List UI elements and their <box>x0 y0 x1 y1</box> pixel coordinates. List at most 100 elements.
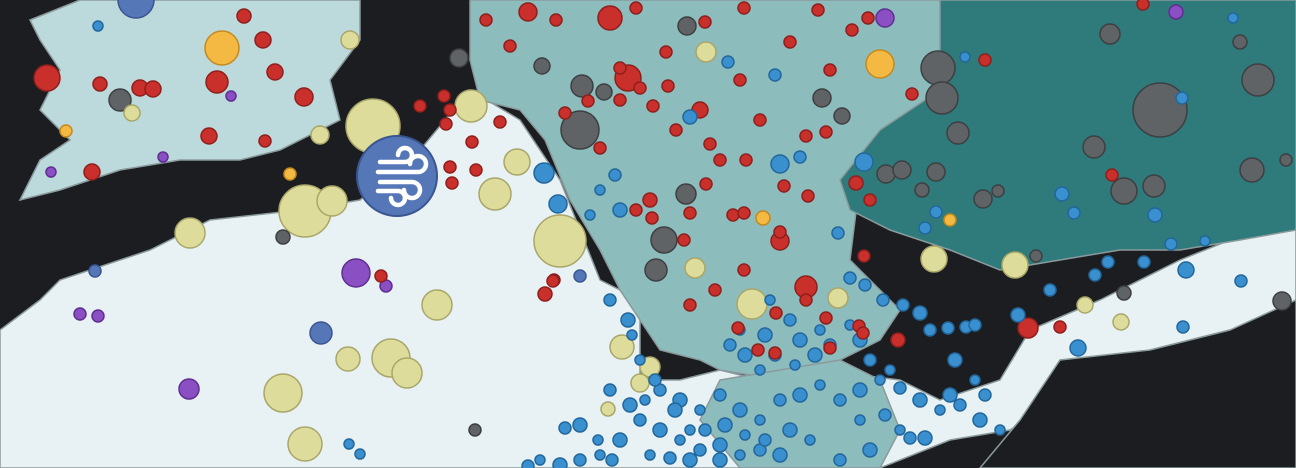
hydro-marker[interactable] <box>941 321 955 335</box>
hydro-marker[interactable] <box>1227 12 1239 24</box>
gas-marker[interactable] <box>777 179 791 193</box>
coal-marker[interactable] <box>1279 153 1293 167</box>
gas-marker[interactable] <box>857 249 871 263</box>
solar-marker[interactable] <box>600 401 616 417</box>
hydro-marker[interactable] <box>814 379 826 391</box>
gas-marker[interactable] <box>503 39 517 53</box>
hydro-marker[interactable] <box>684 424 696 436</box>
gas-marker[interactable] <box>294 87 314 107</box>
coal-marker[interactable] <box>275 229 291 245</box>
hydro-marker[interactable] <box>667 402 683 418</box>
hydro-marker[interactable] <box>713 388 727 402</box>
hydro-marker[interactable] <box>1176 320 1190 334</box>
coal-marker[interactable] <box>926 162 946 182</box>
solar-marker[interactable] <box>174 217 206 249</box>
coal-marker[interactable] <box>1110 177 1138 205</box>
coal-marker[interactable] <box>560 110 600 150</box>
coal-marker[interactable] <box>1142 174 1166 198</box>
coal-marker[interactable] <box>946 121 970 145</box>
hydro-marker[interactable] <box>534 454 546 466</box>
hydro-marker[interactable] <box>814 324 826 336</box>
coal-marker[interactable] <box>1082 135 1106 159</box>
hydro-marker[interactable] <box>917 430 933 446</box>
gas-marker[interactable] <box>469 163 483 177</box>
hydro-marker[interactable] <box>1199 235 1211 247</box>
hydro-marker[interactable] <box>1088 268 1102 282</box>
gas-marker[interactable] <box>629 203 643 217</box>
solar-marker[interactable] <box>736 288 768 320</box>
hydro-marker[interactable] <box>854 414 866 426</box>
gas-marker[interactable] <box>890 332 906 348</box>
hydro-marker[interactable] <box>732 402 748 418</box>
gas-marker[interactable] <box>661 79 675 93</box>
hydro-marker[interactable] <box>896 298 910 312</box>
hydro-marker[interactable] <box>782 422 798 438</box>
gas-marker[interactable] <box>633 81 647 95</box>
gas-marker[interactable] <box>1053 320 1067 334</box>
hydro-marker[interactable] <box>343 438 355 450</box>
hydro-marker[interactable] <box>1101 255 1115 269</box>
hydro-marker[interactable] <box>754 414 766 426</box>
hydro-marker[interactable] <box>947 352 963 368</box>
gas-marker[interactable] <box>731 321 745 335</box>
gas-marker[interactable] <box>537 286 553 302</box>
biomass-marker[interactable] <box>204 30 240 66</box>
hydro-marker[interactable] <box>1137 255 1151 269</box>
hydro-marker[interactable] <box>521 459 535 468</box>
hydro-marker[interactable] <box>694 404 706 416</box>
hydro-marker[interactable] <box>783 313 797 327</box>
gas-marker[interactable] <box>823 63 837 77</box>
solar-marker[interactable] <box>920 245 948 273</box>
hydro-marker[interactable] <box>969 374 981 386</box>
hydro-marker[interactable] <box>603 293 617 307</box>
gas-marker[interactable] <box>677 233 691 247</box>
nuclear-marker[interactable] <box>73 307 87 321</box>
solar-marker[interactable] <box>340 30 360 50</box>
gas-marker[interactable] <box>546 274 560 288</box>
hydro-marker[interactable] <box>1234 274 1248 288</box>
gas-marker[interactable] <box>769 306 783 320</box>
coal-marker[interactable] <box>1232 34 1248 50</box>
gas-marker[interactable] <box>703 137 717 151</box>
hydro-marker[interactable] <box>674 434 686 446</box>
hydro-marker[interactable] <box>652 422 668 438</box>
coal-marker[interactable] <box>468 423 482 437</box>
gas-marker[interactable] <box>445 176 459 190</box>
hydro-marker[interactable] <box>764 294 776 306</box>
coal-marker[interactable] <box>1239 157 1265 183</box>
hydro-marker[interactable] <box>773 393 787 407</box>
gas-marker[interactable] <box>593 141 607 155</box>
solar-marker[interactable] <box>454 89 488 123</box>
coal-marker[interactable] <box>570 74 594 98</box>
coal-marker[interactable] <box>920 50 956 86</box>
coal-marker[interactable] <box>1029 249 1043 263</box>
solar-marker[interactable] <box>478 177 512 211</box>
hydro-marker[interactable] <box>903 431 917 445</box>
coal-marker[interactable] <box>812 88 832 108</box>
gas-marker[interactable] <box>737 263 751 277</box>
gas-marker[interactable] <box>629 1 643 15</box>
gas-marker[interactable] <box>856 326 870 340</box>
hydro-marker[interactable] <box>863 353 877 367</box>
hydro-marker[interactable] <box>792 332 808 348</box>
gas-marker[interactable] <box>258 134 272 148</box>
solar-marker[interactable] <box>503 148 531 176</box>
coal-marker[interactable] <box>833 107 851 125</box>
gas-marker[interactable] <box>848 175 864 191</box>
hydro-marker[interactable] <box>1164 237 1178 251</box>
hydro-marker[interactable] <box>633 413 647 427</box>
hydro-marker[interactable] <box>959 51 971 63</box>
hydro-marker[interactable] <box>734 449 746 461</box>
gas-marker[interactable] <box>845 23 859 37</box>
hydro-marker[interactable] <box>603 383 617 397</box>
coal-marker[interactable] <box>595 83 613 101</box>
gas-marker[interactable] <box>783 35 797 49</box>
gas-marker[interactable] <box>443 103 457 117</box>
hydro-marker[interactable] <box>804 434 816 446</box>
gas-marker[interactable] <box>659 45 673 59</box>
coal-marker[interactable] <box>892 160 912 180</box>
hydro-marker[interactable] <box>1043 283 1057 297</box>
solar-marker[interactable] <box>695 41 717 63</box>
hydro-marker[interactable] <box>807 347 823 363</box>
gas-marker[interactable] <box>773 225 787 239</box>
